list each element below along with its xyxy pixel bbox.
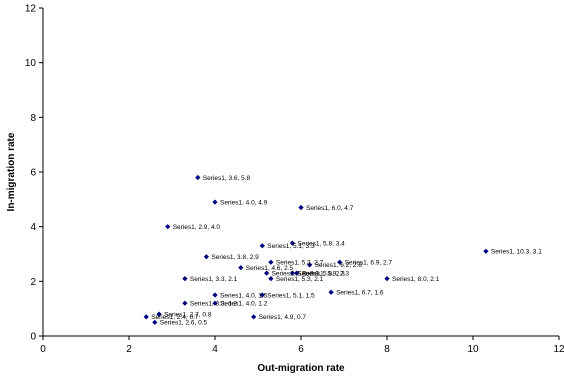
data-label: Series1, 3.3, 1.2	[190, 301, 238, 308]
data-point	[259, 243, 265, 249]
data-label: Series1, 3.6, 5.8	[203, 175, 251, 182]
data-point	[268, 276, 274, 282]
data-point	[212, 199, 218, 205]
y-tick-label: 6	[30, 168, 36, 179]
x-tick-label: 12	[553, 344, 564, 355]
data-point	[294, 270, 300, 276]
data-point	[143, 314, 149, 320]
data-label: Series1, 6.0, 4.7	[306, 205, 354, 212]
data-point	[289, 240, 295, 246]
data-label: Series1, 4.0, 1.2	[220, 301, 268, 308]
data-label: Series1, 5.2, 2.3	[272, 270, 320, 277]
data-label: Series1, 2.7, 0.8	[164, 311, 212, 318]
data-label: Series1, 5.8, 3.4	[297, 240, 345, 247]
data-label: Series1, 6.7, 1.6	[336, 290, 384, 297]
data-label: Series1, 2.9, 4.0	[173, 224, 221, 231]
data-label: Series1, 4.6, 2.5	[246, 265, 294, 272]
data-point	[165, 224, 171, 230]
y-tick-label: 4	[30, 222, 36, 233]
y-tick-label: 2	[30, 277, 36, 288]
data-point	[238, 265, 244, 271]
data-label: Series1, 5.1, 3.3	[267, 243, 315, 250]
data-label: Series1, 5.8, 2.3	[297, 270, 345, 277]
data-point	[195, 174, 201, 181]
data-label: Series1, 5.9, 2.3	[302, 270, 350, 277]
x-tick-label: 4	[212, 344, 218, 355]
data-label: Series1, 4.0, 4.9	[220, 199, 268, 206]
data-labels: Series1, 3.6, 5.8 Series1, 4.0, 4.9 Series…	[151, 175, 542, 327]
data-label: Series1, 10.3, 3.1	[491, 249, 542, 256]
data-label: Series1, 6.2, 2.6	[315, 262, 363, 269]
data-point	[289, 270, 295, 276]
data-point	[298, 204, 304, 211]
data-point	[212, 300, 218, 306]
data-point	[259, 292, 265, 298]
y-tick-label: 8	[30, 113, 36, 124]
x-tick-label: 8	[384, 344, 390, 355]
data-point	[212, 292, 218, 298]
y-tick-label: 10	[25, 58, 37, 69]
data-point	[251, 314, 257, 320]
data-point	[203, 254, 209, 260]
data-label: Series1, 5.3, 2.1	[276, 276, 324, 283]
data-point	[264, 270, 270, 276]
data-label: Series1, 5.3, 2.7	[276, 260, 324, 267]
data-point	[483, 248, 489, 254]
data-point	[328, 289, 334, 295]
data-label: Series1, 6.9, 2.7	[345, 260, 393, 267]
data-label: Series1, 3.8, 2.9	[211, 254, 259, 261]
x-tick-label: 2	[126, 344, 132, 355]
y-axis-ticks: 0 2 4 6 8 10 12	[25, 4, 43, 343]
data-label: Series1, 4.0, 1.5	[220, 292, 268, 299]
data-label: Series1, 2.4, 0.7	[151, 314, 199, 321]
y-tick-label: 12	[25, 4, 37, 15]
data-label: Series1, 3.3, 2.1	[190, 276, 238, 283]
data-point	[268, 259, 274, 265]
x-tick-label: 10	[467, 344, 479, 355]
x-axis-title: Out-migration rate	[257, 363, 345, 374]
x-tick-label: 0	[40, 344, 46, 355]
data-label: Series1, 4.9, 0.7	[259, 314, 307, 321]
data-point	[337, 259, 343, 265]
data-point	[384, 276, 390, 282]
data-point	[182, 276, 188, 282]
data-point	[156, 311, 162, 317]
data-point	[307, 262, 313, 268]
data-points	[143, 174, 489, 325]
data-point	[182, 300, 188, 306]
x-axis-ticks: 0 2 4 6 8 10 12	[40, 336, 564, 355]
data-point	[152, 319, 158, 325]
x-tick-label: 6	[298, 344, 304, 355]
data-label: Series1, 5.1, 1.5	[267, 292, 315, 299]
y-tick-label: 0	[30, 332, 36, 343]
data-label: Series1, 8.0, 2.1	[392, 276, 440, 283]
data-label: Series1, 2.6, 0.5	[160, 320, 208, 327]
y-axis-title: In-migration rate	[6, 132, 17, 211]
